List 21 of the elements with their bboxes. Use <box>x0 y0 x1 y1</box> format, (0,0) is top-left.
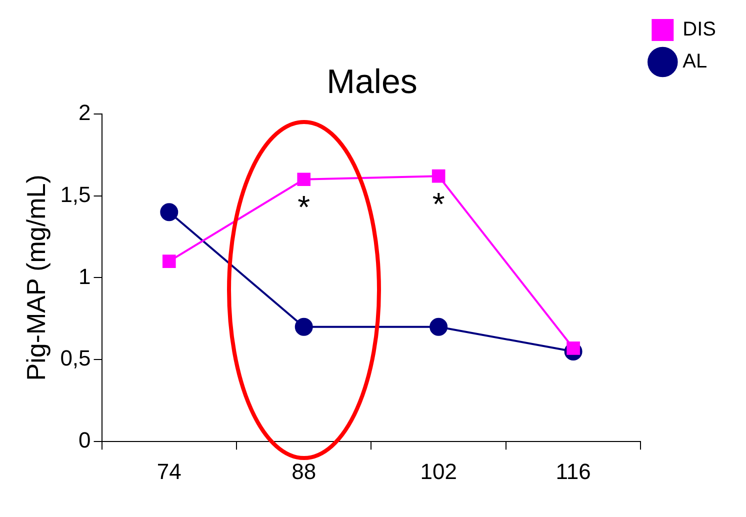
annotation: * <box>432 186 445 222</box>
y-tick-label: 1 <box>78 264 91 289</box>
y-axis-title: Pig-MAP (mg/mL) <box>20 174 51 381</box>
y-tick-label: 0 <box>78 428 91 453</box>
legend-label: AL <box>682 50 708 73</box>
point <box>297 172 311 186</box>
y-tick-label: 2 <box>78 100 91 125</box>
x-tick-label: 116 <box>556 458 591 484</box>
chart-title: Males <box>326 62 418 101</box>
point <box>432 169 446 183</box>
y-tick-label: 0,5 <box>60 346 91 371</box>
point <box>430 318 448 336</box>
annotation: * <box>298 189 310 226</box>
x-tick-label: 74 <box>156 458 182 484</box>
x-tick-label: 102 <box>420 458 457 484</box>
point <box>294 318 313 336</box>
x-tick-label: 88 <box>292 458 316 484</box>
y-tick-label: 1,5 <box>60 182 91 207</box>
point <box>162 254 176 268</box>
legend-label: DIS <box>682 18 716 41</box>
point <box>160 203 178 222</box>
